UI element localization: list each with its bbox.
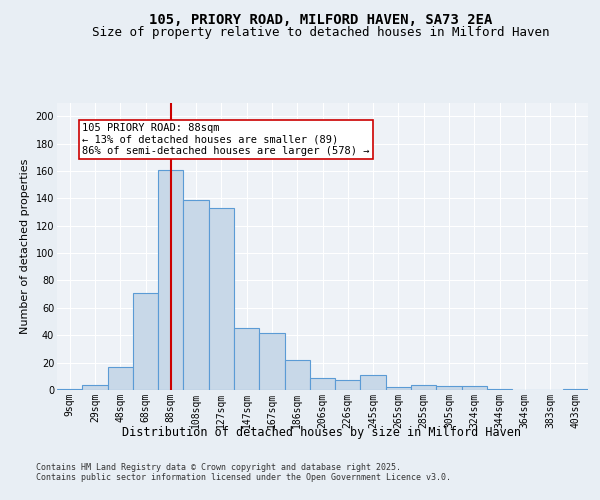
Text: Size of property relative to detached houses in Milford Haven: Size of property relative to detached ho… [92,26,550,39]
Text: Distribution of detached houses by size in Milford Haven: Distribution of detached houses by size … [121,426,521,439]
Bar [184,200,209,390]
Bar [361,375,386,390]
Y-axis label: Number of detached properties: Number of detached properties [20,158,30,334]
Bar [107,366,133,390]
Bar [284,360,310,390]
Bar [259,332,284,390]
Bar [461,386,487,390]
Bar [386,388,411,390]
Bar [335,380,361,390]
Text: 105, PRIORY ROAD, MILFORD HAVEN, SA73 2EA: 105, PRIORY ROAD, MILFORD HAVEN, SA73 2E… [149,12,493,26]
Bar [133,293,158,390]
Text: Contains HM Land Registry data © Crown copyright and database right 2025.
Contai: Contains HM Land Registry data © Crown c… [36,462,451,482]
Bar [234,328,259,390]
Bar [563,388,588,390]
Bar [82,384,107,390]
Bar [436,386,461,390]
Bar [411,384,436,390]
Bar [209,208,234,390]
Bar [158,170,184,390]
Bar [310,378,335,390]
Text: 105 PRIORY ROAD: 88sqm
← 13% of detached houses are smaller (89)
86% of semi-det: 105 PRIORY ROAD: 88sqm ← 13% of detached… [82,123,370,156]
Bar [57,388,82,390]
Bar [487,388,512,390]
